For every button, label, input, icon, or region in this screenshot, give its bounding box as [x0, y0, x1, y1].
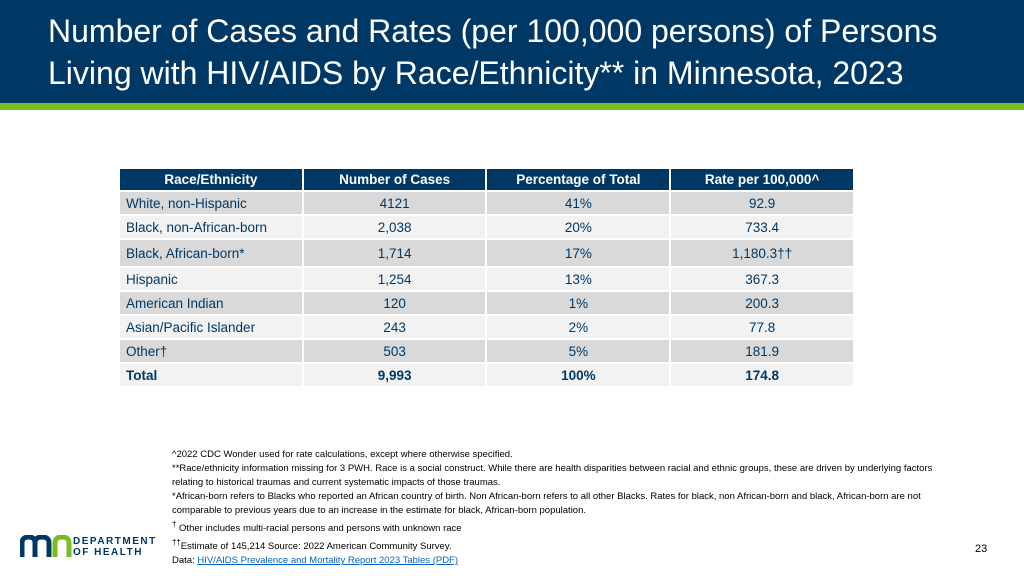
mn-logo-icon: [20, 535, 72, 557]
header-cases: Number of Cases: [303, 169, 486, 190]
cell-race: Black, African-born*: [120, 240, 302, 266]
table-row: Black, African-born* 1,714 17% 1,180.3††: [120, 240, 853, 266]
table-row: Other† 503 5% 181.9: [120, 340, 853, 362]
footnote-other: † Other includes multi-racial persons an…: [172, 518, 962, 536]
cell-percentage: 100%: [487, 364, 670, 386]
table-row: American Indian 120 1% 200.3: [120, 292, 853, 314]
title-line-2: Living with HIV/AIDS by Race/Ethnicity**…: [48, 55, 904, 91]
cell-race: Asian/Pacific Islander: [120, 316, 302, 338]
cell-rate: 733.4: [671, 216, 853, 238]
cell-race: Black, non-African-born: [120, 216, 302, 238]
slide-title: Number of Cases and Rates (per 100,000 p…: [48, 10, 1008, 94]
cell-percentage: 17%: [487, 240, 670, 266]
header-race: Race/Ethnicity: [120, 169, 302, 190]
footnotes: ^2022 CDC Wonder used for rate calculati…: [172, 448, 962, 568]
footnote-race-missing: **Race/ethnicity information missing for…: [172, 463, 933, 488]
slide-header: [0, 0, 1024, 103]
page-number: 23: [975, 543, 988, 555]
cell-rate: 92.9: [671, 192, 853, 214]
cell-cases: 4121: [303, 192, 486, 214]
table-total-row: Total 9,993 100% 174.8: [120, 364, 853, 386]
cell-cases: 1,714: [303, 240, 486, 266]
logo-line-1: DEPARTMENT: [73, 536, 157, 547]
cell-percentage: 5%: [487, 340, 670, 362]
cell-rate: 181.9: [671, 340, 853, 362]
data-prefix: Data:: [172, 555, 198, 567]
footnote-other-text: Other includes multi-racial persons and …: [176, 523, 462, 535]
cell-race: American Indian: [120, 292, 302, 314]
cell-rate: 77.8: [671, 316, 853, 338]
cell-rate: 174.8: [671, 364, 853, 386]
cases-table: Race/Ethnicity Number of Cases Percentag…: [118, 167, 855, 388]
cell-cases: 120: [303, 292, 486, 314]
footnote-estimate-text: Estimate of 145,214 Source: 2022 America…: [180, 541, 452, 553]
footnote-rate: ^2022 CDC Wonder used for rate calculati…: [172, 449, 513, 460]
table-row: Black, non-African-born 2,038 20% 733.4: [120, 216, 853, 238]
table-header-row: Race/Ethnicity Number of Cases Percentag…: [120, 169, 853, 190]
cell-cases: 243: [303, 316, 486, 338]
dagger-mark: †: [172, 520, 177, 529]
cell-rate: 367.3: [671, 268, 853, 290]
footnote-estimate: ††Estimate of 145,214 Source: 2022 Ameri…: [172, 536, 962, 554]
header-rate: Rate per 100,000^: [671, 169, 853, 190]
cell-race: White, non-Hispanic: [120, 192, 302, 214]
footnote-african-born: *African-born refers to Blacks who repor…: [172, 491, 921, 516]
cell-race: Hispanic: [120, 268, 302, 290]
header-accent-bar: [0, 103, 1024, 110]
department-of-health-text: DEPARTMENT OF HEALTH: [73, 536, 157, 558]
cell-rate: 1,180.3††: [671, 240, 853, 266]
mn-letter-n: [52, 535, 72, 557]
cell-percentage: 20%: [487, 216, 670, 238]
mn-letter-m: [20, 535, 52, 557]
table-row: White, non-Hispanic 4121 41% 92.9: [120, 192, 853, 214]
cell-cases: 2,038: [303, 216, 486, 238]
cell-percentage: 1%: [487, 292, 670, 314]
double-dagger-mark: ††: [172, 538, 181, 548]
data-source-link[interactable]: HIV/AIDS Prevalence and Mortality Report…: [197, 555, 459, 567]
logo-line-2: OF HEALTH: [73, 547, 143, 558]
cell-cases: 1,254: [303, 268, 486, 290]
cell-cases: 503: [303, 340, 486, 362]
cell-cases: 9,993: [303, 364, 486, 386]
cell-race: Total: [120, 364, 302, 386]
footnote-data: Data: HIV/AIDS Prevalence and Mortality …: [172, 554, 962, 568]
cell-race: Other†: [120, 340, 302, 362]
header-percentage: Percentage of Total: [487, 169, 670, 190]
title-line-1: Number of Cases and Rates (per 100,000 p…: [48, 13, 938, 49]
cell-percentage: 41%: [487, 192, 670, 214]
table-row: Asian/Pacific Islander 243 2% 77.8: [120, 316, 853, 338]
cell-rate: 200.3: [671, 292, 853, 314]
table-row: Hispanic 1,254 13% 367.3: [120, 268, 853, 290]
cell-percentage: 13%: [487, 268, 670, 290]
cell-percentage: 2%: [487, 316, 670, 338]
